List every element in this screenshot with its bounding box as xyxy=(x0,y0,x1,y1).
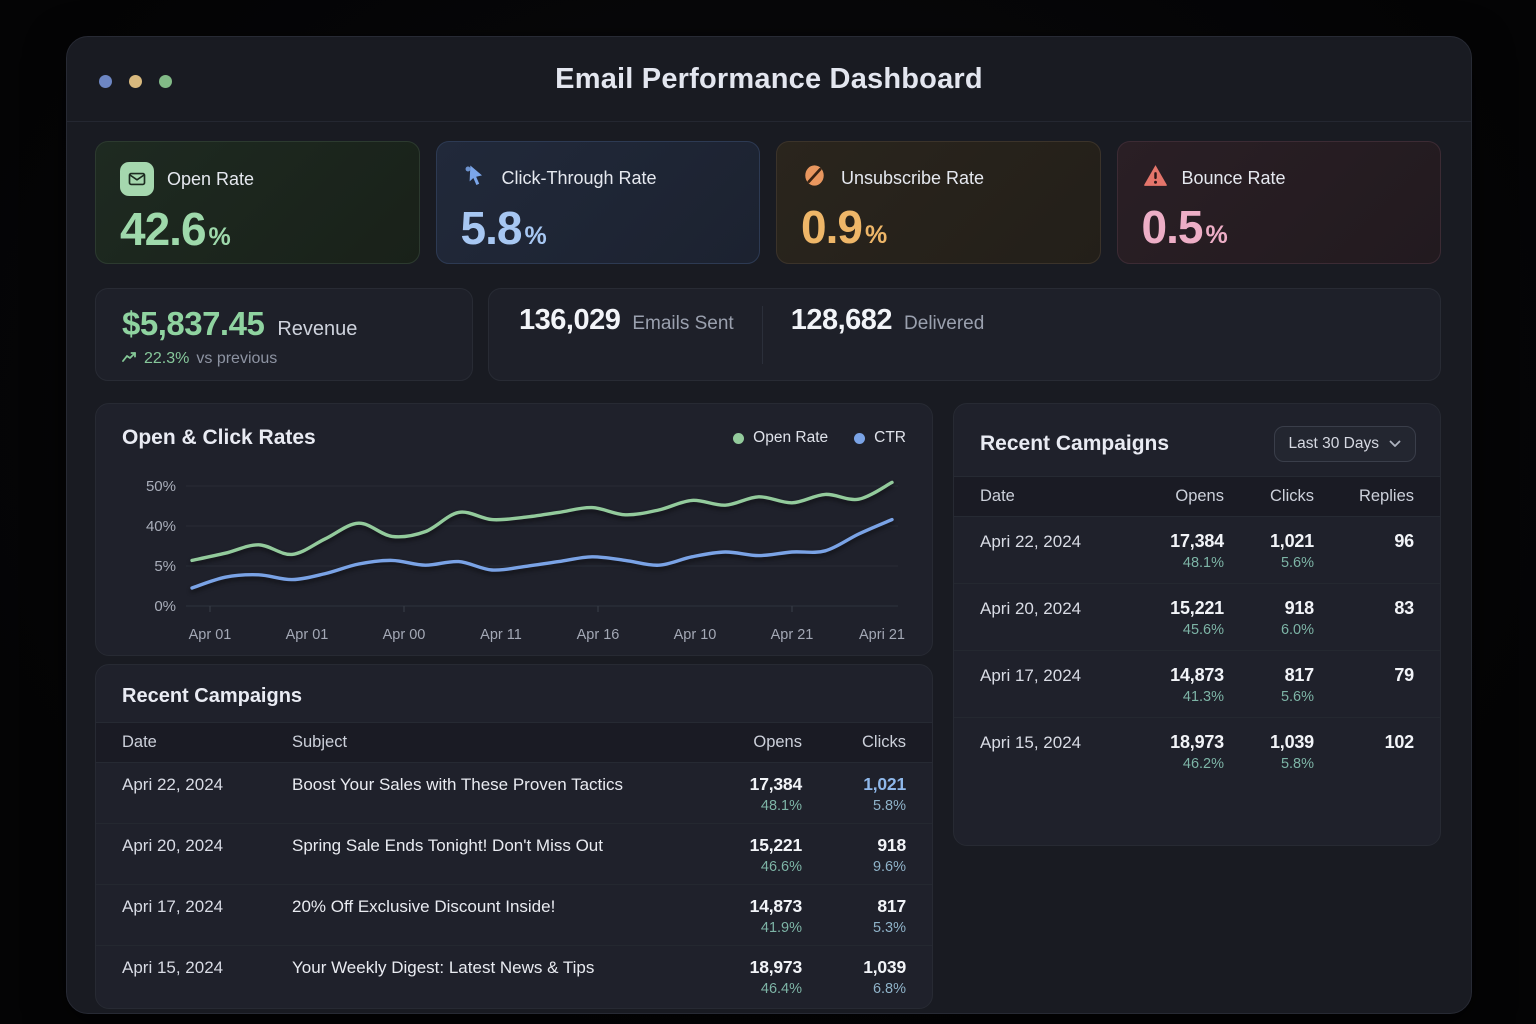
svg-text:Apri 21: Apri 21 xyxy=(859,627,905,643)
svg-text:Apr 21: Apr 21 xyxy=(771,627,814,643)
kpi-label: Open Rate xyxy=(167,168,255,189)
chart-panel: Open & Click Rates Open Rate CTR 50% 40 xyxy=(95,403,933,656)
table-header: Date Opens Clicks Replies xyxy=(954,476,1440,517)
table-title: Recent Campaigns xyxy=(122,685,303,707)
delivered-stat: 128,682 Delivered xyxy=(791,304,985,337)
page-title: Email Performance Dashboard xyxy=(555,62,983,95)
svg-text:5%: 5% xyxy=(154,558,176,575)
trending-up-icon xyxy=(122,350,137,368)
delivered-label: Delivered xyxy=(904,313,985,334)
svg-text:Apr 01: Apr 01 xyxy=(189,627,232,643)
table-row: Apri 15, 2024 Your Weekly Digest: Latest… xyxy=(122,957,906,997)
revenue-trend: 22.3% vs previous xyxy=(122,350,446,368)
table-row: Apri 17, 2024 14,873 817 79 41.3% 5.6% xyxy=(954,651,1440,718)
window-dot-green[interactable] xyxy=(159,75,172,88)
divider xyxy=(761,306,763,364)
emails-sent-label: Emails Sent xyxy=(632,313,734,334)
revenue-value: $5,837.45 xyxy=(122,305,265,342)
kpi-card-bounce-rate: Bounce Rate 0.5% xyxy=(1116,141,1441,264)
delivered-value: 128,682 xyxy=(790,304,893,336)
unsubscribe-icon xyxy=(801,162,828,194)
summary-row: $5,837.45 Revenue 22.3% vs previous 136,… xyxy=(95,288,1441,381)
kpi-value: 0.9% xyxy=(801,201,888,253)
emails-sent-value: 136,029 xyxy=(519,304,621,336)
kpi-value: 42.6% xyxy=(120,203,231,255)
kpi-card-click-through-rate: Click-Through Rate 5.8% xyxy=(435,141,760,264)
svg-text:Apr 00: Apr 00 xyxy=(383,627,426,643)
legend-ctr: CTR xyxy=(854,429,906,447)
window-dot-blue[interactable] xyxy=(99,75,112,88)
kpi-row: Open Rate 42.6% Click-Through Rate 5.8% … xyxy=(95,141,1441,264)
emails-sent-stat: 136,029 Emails Sent xyxy=(519,304,734,337)
legend-dot-green xyxy=(733,432,745,444)
svg-text:Apr 11: Apr 11 xyxy=(480,627,522,643)
chevron-down-icon xyxy=(1389,435,1401,453)
ctr-line xyxy=(190,517,894,590)
panel-title: Recent Campaigns xyxy=(980,432,1170,455)
svg-text:0%: 0% xyxy=(154,598,176,615)
revenue-label: Revenue xyxy=(277,318,358,340)
date-range-dropdown[interactable]: Last 30 Days xyxy=(1273,426,1416,462)
warning-icon xyxy=(1142,162,1169,194)
envelope-icon xyxy=(120,162,154,196)
app-window: Email Performance Dashboard Open Rate 42… xyxy=(66,36,1472,1014)
kpi-value: 0.5% xyxy=(1141,201,1228,253)
open-rate-line xyxy=(190,480,894,563)
table-row: Apri 20, 2024 15,221 918 83 45.6% 6.0% xyxy=(954,584,1440,651)
kpi-card-open-rate: Open Rate 42.6% xyxy=(95,141,420,264)
kpi-card-unsubscribe-rate: Unsubscribe Rate 0.9% xyxy=(776,141,1101,264)
legend-open-rate: Open Rate xyxy=(733,429,828,447)
svg-text:40%: 40% xyxy=(146,518,176,535)
chart-legend: Open Rate CTR xyxy=(733,429,906,447)
table-header: Date Subject Opens Clicks xyxy=(96,722,932,763)
window-dot-yellow[interactable] xyxy=(129,75,142,88)
table-row: Apri 20, 2024 Spring Sale Ends Tonight! … xyxy=(96,824,932,885)
table-row: Apri 22, 2024 17,384 1,021 96 48.1% 5.6% xyxy=(954,517,1440,584)
recent-campaigns-table: Recent Campaigns Date Subject Opens Clic… xyxy=(95,664,933,1009)
titlebar: Email Performance Dashboard xyxy=(67,37,1471,122)
legend-dot-blue xyxy=(854,432,866,444)
chart-title: Open & Click Rates xyxy=(122,426,316,449)
line-chart: 50% 40% 5% 0% Apr 01 Apr 01 Apr 00 Apr 1… xyxy=(146,478,905,643)
window-controls xyxy=(99,75,172,88)
svg-text:50%: 50% xyxy=(146,478,176,495)
totals-card: 136,029 Emails Sent 128,682 Delivered xyxy=(488,288,1441,381)
kpi-value: 5.8% xyxy=(460,202,547,254)
table-row: Apri 17, 2024 20% Off Exclusive Discount… xyxy=(96,885,932,946)
kpi-label: Unsubscribe Rate xyxy=(841,167,985,188)
revenue-trend-suffix: vs previous xyxy=(196,350,278,367)
svg-text:Apr 01: Apr 01 xyxy=(286,627,329,643)
click-cursor-icon xyxy=(461,162,489,195)
recent-campaigns-panel: Recent Campaigns Last 30 Days Date Opens… xyxy=(953,403,1441,846)
table-row: Apri 15, 2024 18,973 1,039 102 46.2% 5.8… xyxy=(980,732,1414,772)
revenue-card: $5,837.45 Revenue 22.3% vs previous xyxy=(95,288,473,381)
revenue-trend-value: 22.3% xyxy=(144,350,190,367)
svg-text:Apr 10: Apr 10 xyxy=(674,627,717,643)
kpi-label: Click-Through Rate xyxy=(501,168,657,188)
kpi-label: Bounce Rate xyxy=(1181,167,1286,188)
table-row: Apri 22, 2024 Boost Your Sales with Thes… xyxy=(96,763,932,824)
svg-text:Apr 16: Apr 16 xyxy=(577,627,620,643)
